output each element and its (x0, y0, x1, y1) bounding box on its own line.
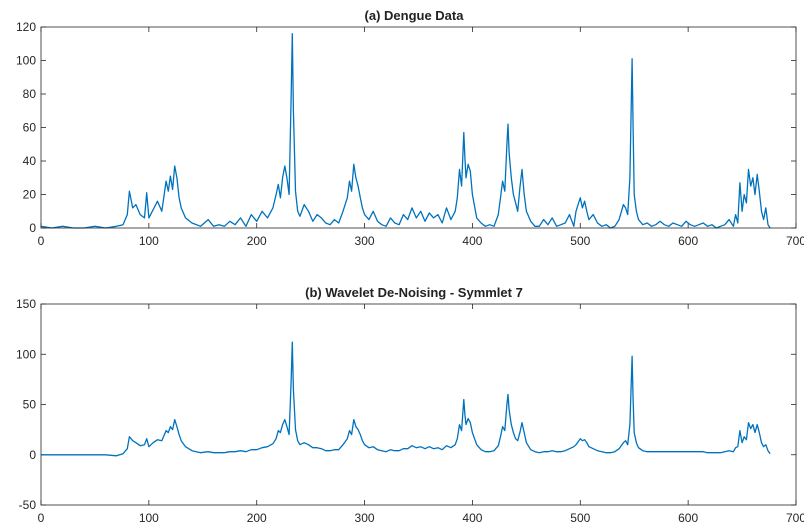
chart-title: (b) Wavelet De-Noising - Symmlet 7 (305, 285, 523, 300)
y-tick-label: -50 (19, 498, 37, 512)
y-tick-label: 0 (29, 448, 36, 462)
x-tick-label: 600 (678, 234, 698, 248)
y-tick-label: 60 (23, 121, 37, 135)
series-line (40, 33, 771, 229)
x-tick-label: 200 (247, 511, 267, 525)
y-tick-label: 120 (16, 20, 36, 34)
y-tick-label: 100 (16, 54, 36, 68)
tick-group: 0 100 200 300 400 500 600 700 0 20 40 60 80 100 120 (16, 20, 804, 248)
x-tick-label: 300 (355, 511, 375, 525)
plot-frame (40, 26, 797, 229)
x-tick-label: 100 (139, 234, 159, 248)
x-tick-label: 500 (570, 511, 590, 525)
chart-title: (a) Dengue Data (365, 8, 465, 23)
plot-frame (40, 303, 797, 506)
series-line (41, 341, 771, 457)
x-tick-label: 0 (38, 234, 45, 248)
y-tick-label: 50 (23, 398, 37, 412)
x-tick-label: 700 (786, 234, 804, 248)
x-tick-label: 600 (678, 511, 698, 525)
y-tick-label: 0 (29, 221, 36, 235)
x-tick-label: 200 (247, 234, 267, 248)
y-tick-label: 150 (16, 297, 36, 311)
y-tick-label: 80 (23, 87, 37, 101)
panel-dengue-data: (a) Dengue Data 0 100 200 300 400 500 600 700 0 2… (16, 8, 804, 248)
y-tick-label: 20 (23, 188, 37, 202)
y-tick-label: 40 (23, 154, 37, 168)
x-tick-label: 300 (355, 234, 375, 248)
x-tick-label: 500 (570, 234, 590, 248)
y-tick-label: 100 (16, 347, 36, 361)
x-tick-label: 400 (462, 234, 482, 248)
x-tick-label: 400 (462, 511, 482, 525)
x-tick-label: 700 (786, 511, 804, 525)
panel-wavelet-denoising: (b) Wavelet De-Noising - Symmlet 7 0 100 2… (16, 285, 804, 525)
x-tick-label: 0 (38, 511, 45, 525)
x-tick-label: 100 (139, 511, 159, 525)
